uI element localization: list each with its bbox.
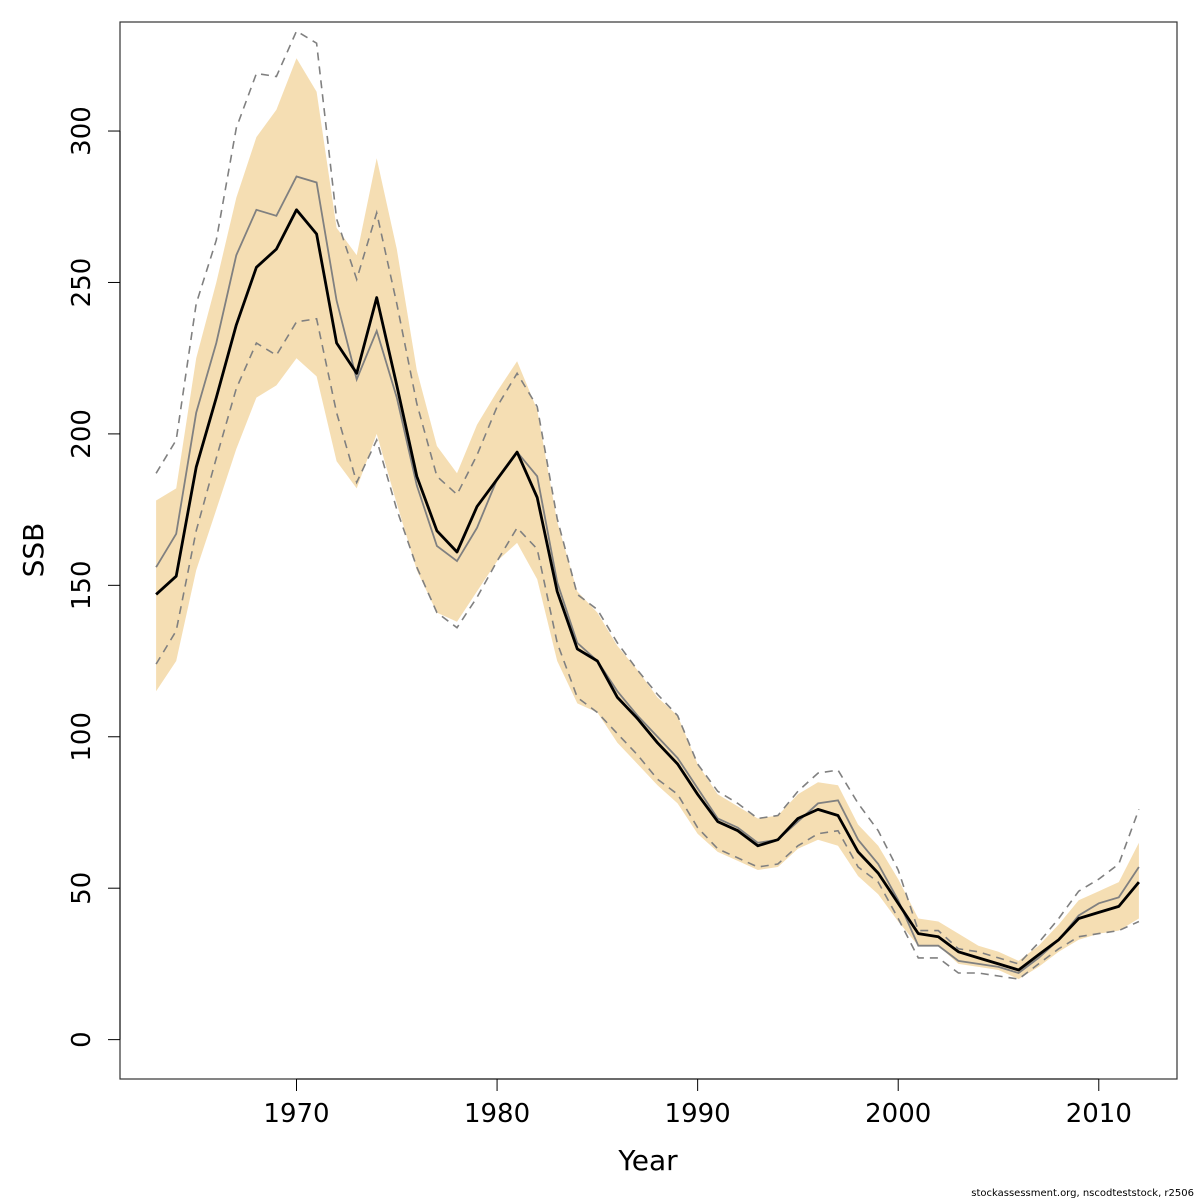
series-line-dashed-5 bbox=[155, 29, 1140, 965]
confidence-band-layer bbox=[156, 58, 1139, 980]
x-tick-label-2010: 2010 bbox=[1066, 1099, 1132, 1129]
x-axis-title: Year bbox=[617, 1144, 678, 1177]
series-line-main bbox=[155, 208, 1140, 972]
y-axis: 0 50 100 150 200 250 300 bbox=[67, 106, 121, 1048]
x-tick-label-1980: 1980 bbox=[464, 1099, 530, 1129]
y-tick-label-0: 0 bbox=[67, 1031, 97, 1048]
y-tick-label-250: 250 bbox=[67, 258, 97, 308]
x-tick-label-2000: 2000 bbox=[865, 1099, 931, 1129]
series-line-alternative bbox=[155, 175, 1140, 974]
confidence-band bbox=[156, 58, 1139, 980]
x-tick-label-1990: 1990 bbox=[665, 1099, 731, 1129]
series-lines-layer bbox=[155, 29, 1140, 980]
y-axis-title: SSB bbox=[17, 523, 50, 578]
x-tick-label-1970: 1970 bbox=[263, 1099, 329, 1129]
y-tick-label-150: 150 bbox=[67, 560, 97, 610]
series-line-dashed-4 bbox=[155, 317, 1140, 980]
y-tick-label-50: 50 bbox=[67, 872, 97, 905]
x-axis: 1970 1980 1990 2000 2010 bbox=[263, 1078, 1132, 1129]
y-tick-label-300: 300 bbox=[67, 106, 97, 156]
footer-credit: stockassessment.org, nscodteststock, r25… bbox=[971, 1188, 1194, 1199]
y-tick-label-200: 200 bbox=[67, 409, 97, 459]
y-tick-label-100: 100 bbox=[67, 712, 97, 762]
